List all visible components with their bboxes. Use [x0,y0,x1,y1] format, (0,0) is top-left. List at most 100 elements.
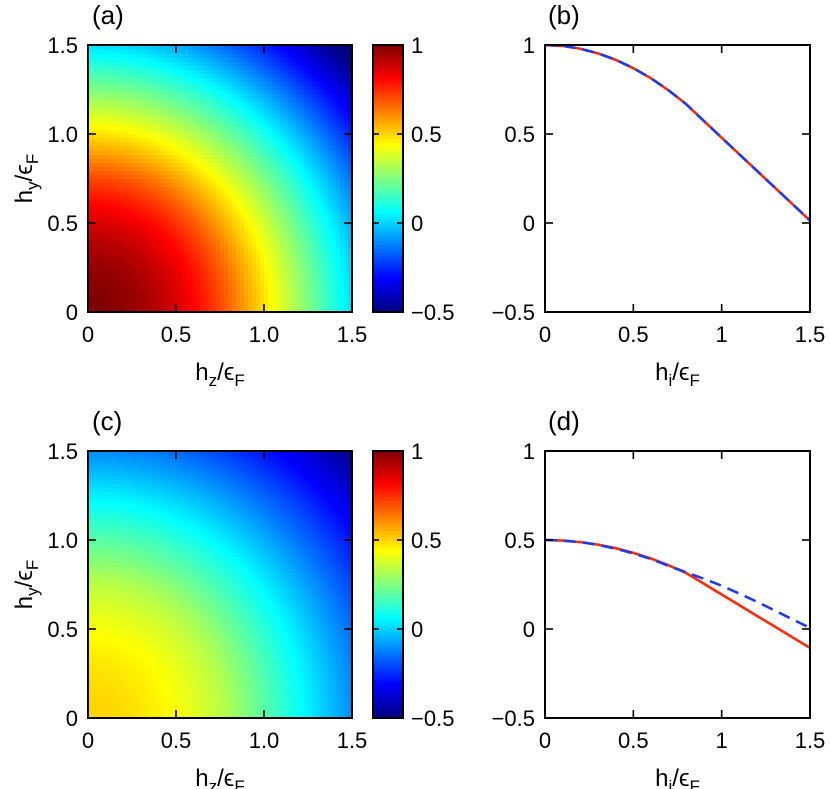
heatmap-cell [148,303,153,309]
heatmap-cell [204,214,209,220]
heatmap-cell [228,251,233,256]
heatmap-cell [132,202,137,208]
heatmap-cell [232,142,237,147]
heatmap-cell [168,97,173,103]
heatmap-cell [164,146,169,151]
heatmap-cell [296,65,301,70]
heatmap-cell [116,194,121,200]
heatmap-cell [288,243,293,248]
heatmap-cell [164,247,169,252]
heatmap-cell [272,307,277,313]
heatmap-cell [184,170,189,176]
heatmap-cell [252,101,257,107]
heatmap-cell [264,57,269,62]
heatmap-cell [288,303,293,309]
heatmap-cell [240,182,245,188]
heatmap-cell [144,214,149,220]
heatmap-cell [112,69,117,74]
heatmap-cell [332,291,337,297]
heatmap-cell [104,194,109,200]
heatmap-cell [308,275,313,281]
heatmap-cell [332,85,337,91]
heatmap-cell [168,77,173,83]
heatmap-cell [292,247,297,252]
heatmap-cell [100,523,105,529]
heatmap-cell [156,239,161,244]
heatmap-cell [244,81,249,87]
heatmap-cell [232,198,237,204]
heatmap-cell [148,53,153,58]
heatmap-cell [132,271,137,277]
heatmap-cell [296,49,301,54]
heatmap-cell [216,138,221,143]
heatmap-cell [212,105,217,111]
heatmap-cell [192,158,197,163]
heatmap-cell [316,247,321,252]
heatmap-cell [264,291,269,297]
heatmap-cell [248,53,253,58]
heatmap-cell [320,158,325,163]
heatmap-cell [100,65,105,70]
heatmap-cell [96,673,101,679]
heatmap-cell [172,85,177,91]
heatmap-cell [312,247,317,252]
heatmap-cell [148,105,153,111]
heatmap-cell [160,142,165,147]
heatmap-cell [200,61,205,66]
heatmap-cell [124,227,129,232]
heatmap-cell [272,150,277,155]
heatmap-cell [116,85,121,91]
heatmap-cell [108,641,113,646]
heatmap-cell [308,65,313,70]
heatmap-cell [272,295,277,301]
heatmap-cell [184,69,189,74]
heatmap-cell [92,227,97,232]
heatmap-cell [328,194,333,200]
heatmap-cell [92,194,97,200]
heatmap-cell [132,186,137,192]
heatmap-cell [92,134,97,139]
heatmap-cell [172,73,177,78]
heatmap-cell [168,89,173,95]
heatmap-cell [96,73,101,78]
heatmap-cell [232,271,237,277]
heatmap-cell [88,455,93,460]
heatmap-cell [104,85,109,91]
heatmap-cell [340,61,345,66]
heatmap-cell [328,150,333,155]
heatmap-cell [104,283,109,289]
heatmap-cell [88,279,93,285]
heatmap-cell [208,158,213,163]
heatmap-cell [296,158,301,163]
heatmap-cell [144,109,149,115]
heatmap-cell [248,182,253,188]
heatmap-cell [92,109,97,115]
heatmap-cell [340,210,345,216]
heatmap-cell [152,49,157,54]
heatmap-cell [104,612,109,618]
heatmap-cell [188,174,193,180]
heatmap-cell [92,507,97,513]
heatmap-cell [260,247,265,252]
heatmap-cell [296,303,301,309]
heatmap-cell [104,487,109,493]
heatmap-cell [92,117,97,123]
heatmap-cell [248,97,253,103]
heatmap-cell [256,150,261,155]
heatmap-cell [212,247,217,252]
colorbar-swatch [373,229,403,233]
heatmap-cell [156,134,161,139]
heatmap-cell [156,218,161,224]
colorbar-swatch [373,296,403,300]
heatmap-cell [304,93,309,99]
heatmap-cell [336,162,341,167]
heatmap-cell [112,604,117,610]
heatmap-cell [328,101,333,107]
heatmap-cell [260,239,265,244]
heatmap-cell [156,113,161,119]
heatmap-cell [240,61,245,66]
heatmap-cell [88,178,93,184]
heatmap-cell [340,202,345,208]
colorbar-swatch [373,76,403,79]
heatmap-cell [264,45,269,50]
